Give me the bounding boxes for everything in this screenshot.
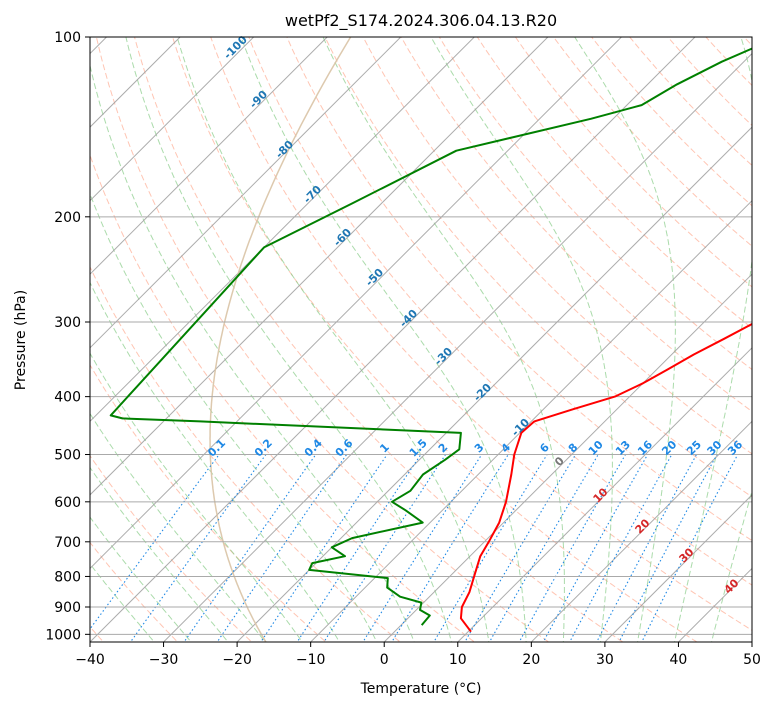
- dry-adiabat-line: [362, 37, 752, 455]
- mixing-ratio-line: [260, 454, 388, 642]
- y-tick-label: 900: [54, 600, 81, 616]
- dry-adiabat-line: [769, 24, 775, 647]
- chart-title: wetPf2_S174.2024.306.04.13.R20: [285, 11, 557, 31]
- moist-adiabat-line: [176, 37, 490, 642]
- isotherm-line: [604, 494, 752, 642]
- isotherm-line: [90, 37, 476, 423]
- isotherm-line: [383, 273, 752, 642]
- moist-adiabat-line: [322, 37, 565, 642]
- y-axis-label: Pressure (hPa): [13, 290, 29, 390]
- isotherm-line: [530, 420, 752, 642]
- mixing-ratio-line: [323, 454, 447, 642]
- x-axis-label: Temperature (°C): [360, 681, 482, 697]
- x-tick-label: 40: [670, 652, 688, 668]
- plot-area: [90, 37, 752, 642]
- moist-adiabat-line: [240, 37, 527, 642]
- temperature-profile-line: [459, 322, 752, 633]
- dry-adiabat-line: [90, 363, 327, 642]
- dry-adiabat-line: [90, 454, 253, 642]
- isotherm-line: [90, 37, 402, 349]
- moist-adiabat-line: [90, 466, 229, 642]
- y-tick-label: 700: [54, 535, 81, 551]
- y-tick-label: 500: [54, 448, 81, 464]
- x-axis: −40 −30 −20 −10 0 10 20 30 40 50: [75, 642, 761, 668]
- moist-adiabat-line: [90, 563, 155, 642]
- mixing-ratio-line: [362, 454, 483, 642]
- mixing-ratio-line: [183, 454, 317, 642]
- x-tick-label: 0: [380, 652, 389, 668]
- dry-adiabat-line: [90, 541, 179, 642]
- plot-background: [90, 37, 752, 642]
- isotherm-line: [457, 347, 752, 642]
- pressure-grid: [90, 37, 752, 635]
- dry-adiabat-line: [324, 37, 752, 498]
- moist-adiabat-line: [125, 37, 453, 642]
- y-tick-label: 400: [54, 390, 81, 406]
- mixing-ratio-line: [641, 454, 739, 642]
- mixing-ratio-line: [596, 454, 697, 642]
- moist-adiabat-line: [430, 37, 613, 642]
- mixing-ratio-line: [129, 454, 267, 642]
- mixing-ratio-line: [569, 454, 673, 642]
- mixing-ratio-line: [618, 454, 718, 642]
- isotherm-line: [309, 199, 752, 642]
- moist-adiabat-line: [90, 63, 415, 642]
- x-tick-label: −40: [75, 652, 105, 668]
- dry-adiabat-line: [95, 37, 550, 642]
- x-tick-label: −10: [296, 652, 326, 668]
- moist-adiabat-line: [90, 192, 378, 642]
- isotherm-line: [90, 37, 696, 642]
- x-tick-label: 30: [596, 652, 614, 668]
- y-tick-label: 200: [54, 210, 81, 226]
- sounding-profiles: [109, 47, 752, 633]
- y-tick-label: 800: [54, 569, 81, 585]
- moist-adiabat-line: [574, 37, 676, 642]
- y-axis: 100 200 300 400 500 600 700 800 900 1000: [45, 30, 90, 643]
- dry-adiabat-line: [210, 37, 752, 631]
- y-tick-label: 600: [54, 495, 81, 511]
- dry-adiabat-line: [90, 153, 476, 642]
- dry-adiabat-line: [476, 37, 752, 329]
- mixing-ratio-line: [464, 454, 577, 642]
- isotherm-line: [90, 37, 255, 202]
- moist-adiabat-line: [90, 412, 266, 642]
- x-tick-label: 10: [449, 652, 467, 668]
- dewpoint-profile-line: [109, 47, 752, 626]
- moist-adiabat-line: [673, 37, 752, 642]
- x-tick-label: −30: [149, 652, 179, 668]
- moist-adiabat-line: [90, 516, 192, 642]
- x-tick-label: 20: [522, 652, 540, 668]
- plot-frame: [89, 36, 753, 643]
- x-tick-label: −20: [222, 652, 252, 668]
- isotherm-line: [90, 37, 328, 275]
- isotherm-line: [90, 37, 623, 570]
- mixing-ratio-line: [216, 454, 348, 642]
- x-tick-label: 50: [743, 652, 761, 668]
- isotherm-line: [162, 52, 752, 642]
- isotherm-line: [90, 37, 549, 496]
- y-tick-label: 100: [54, 30, 81, 46]
- moist-adiabat-line: [90, 352, 303, 642]
- mixing-ratio-line: [296, 454, 422, 642]
- mixing-ratio-line: [90, 454, 220, 630]
- y-tick-label: 1000: [45, 627, 81, 643]
- dry-adiabat-line: [172, 37, 698, 642]
- y-tick-label: 300: [54, 315, 81, 331]
- mixing-ratio-line: [391, 454, 509, 642]
